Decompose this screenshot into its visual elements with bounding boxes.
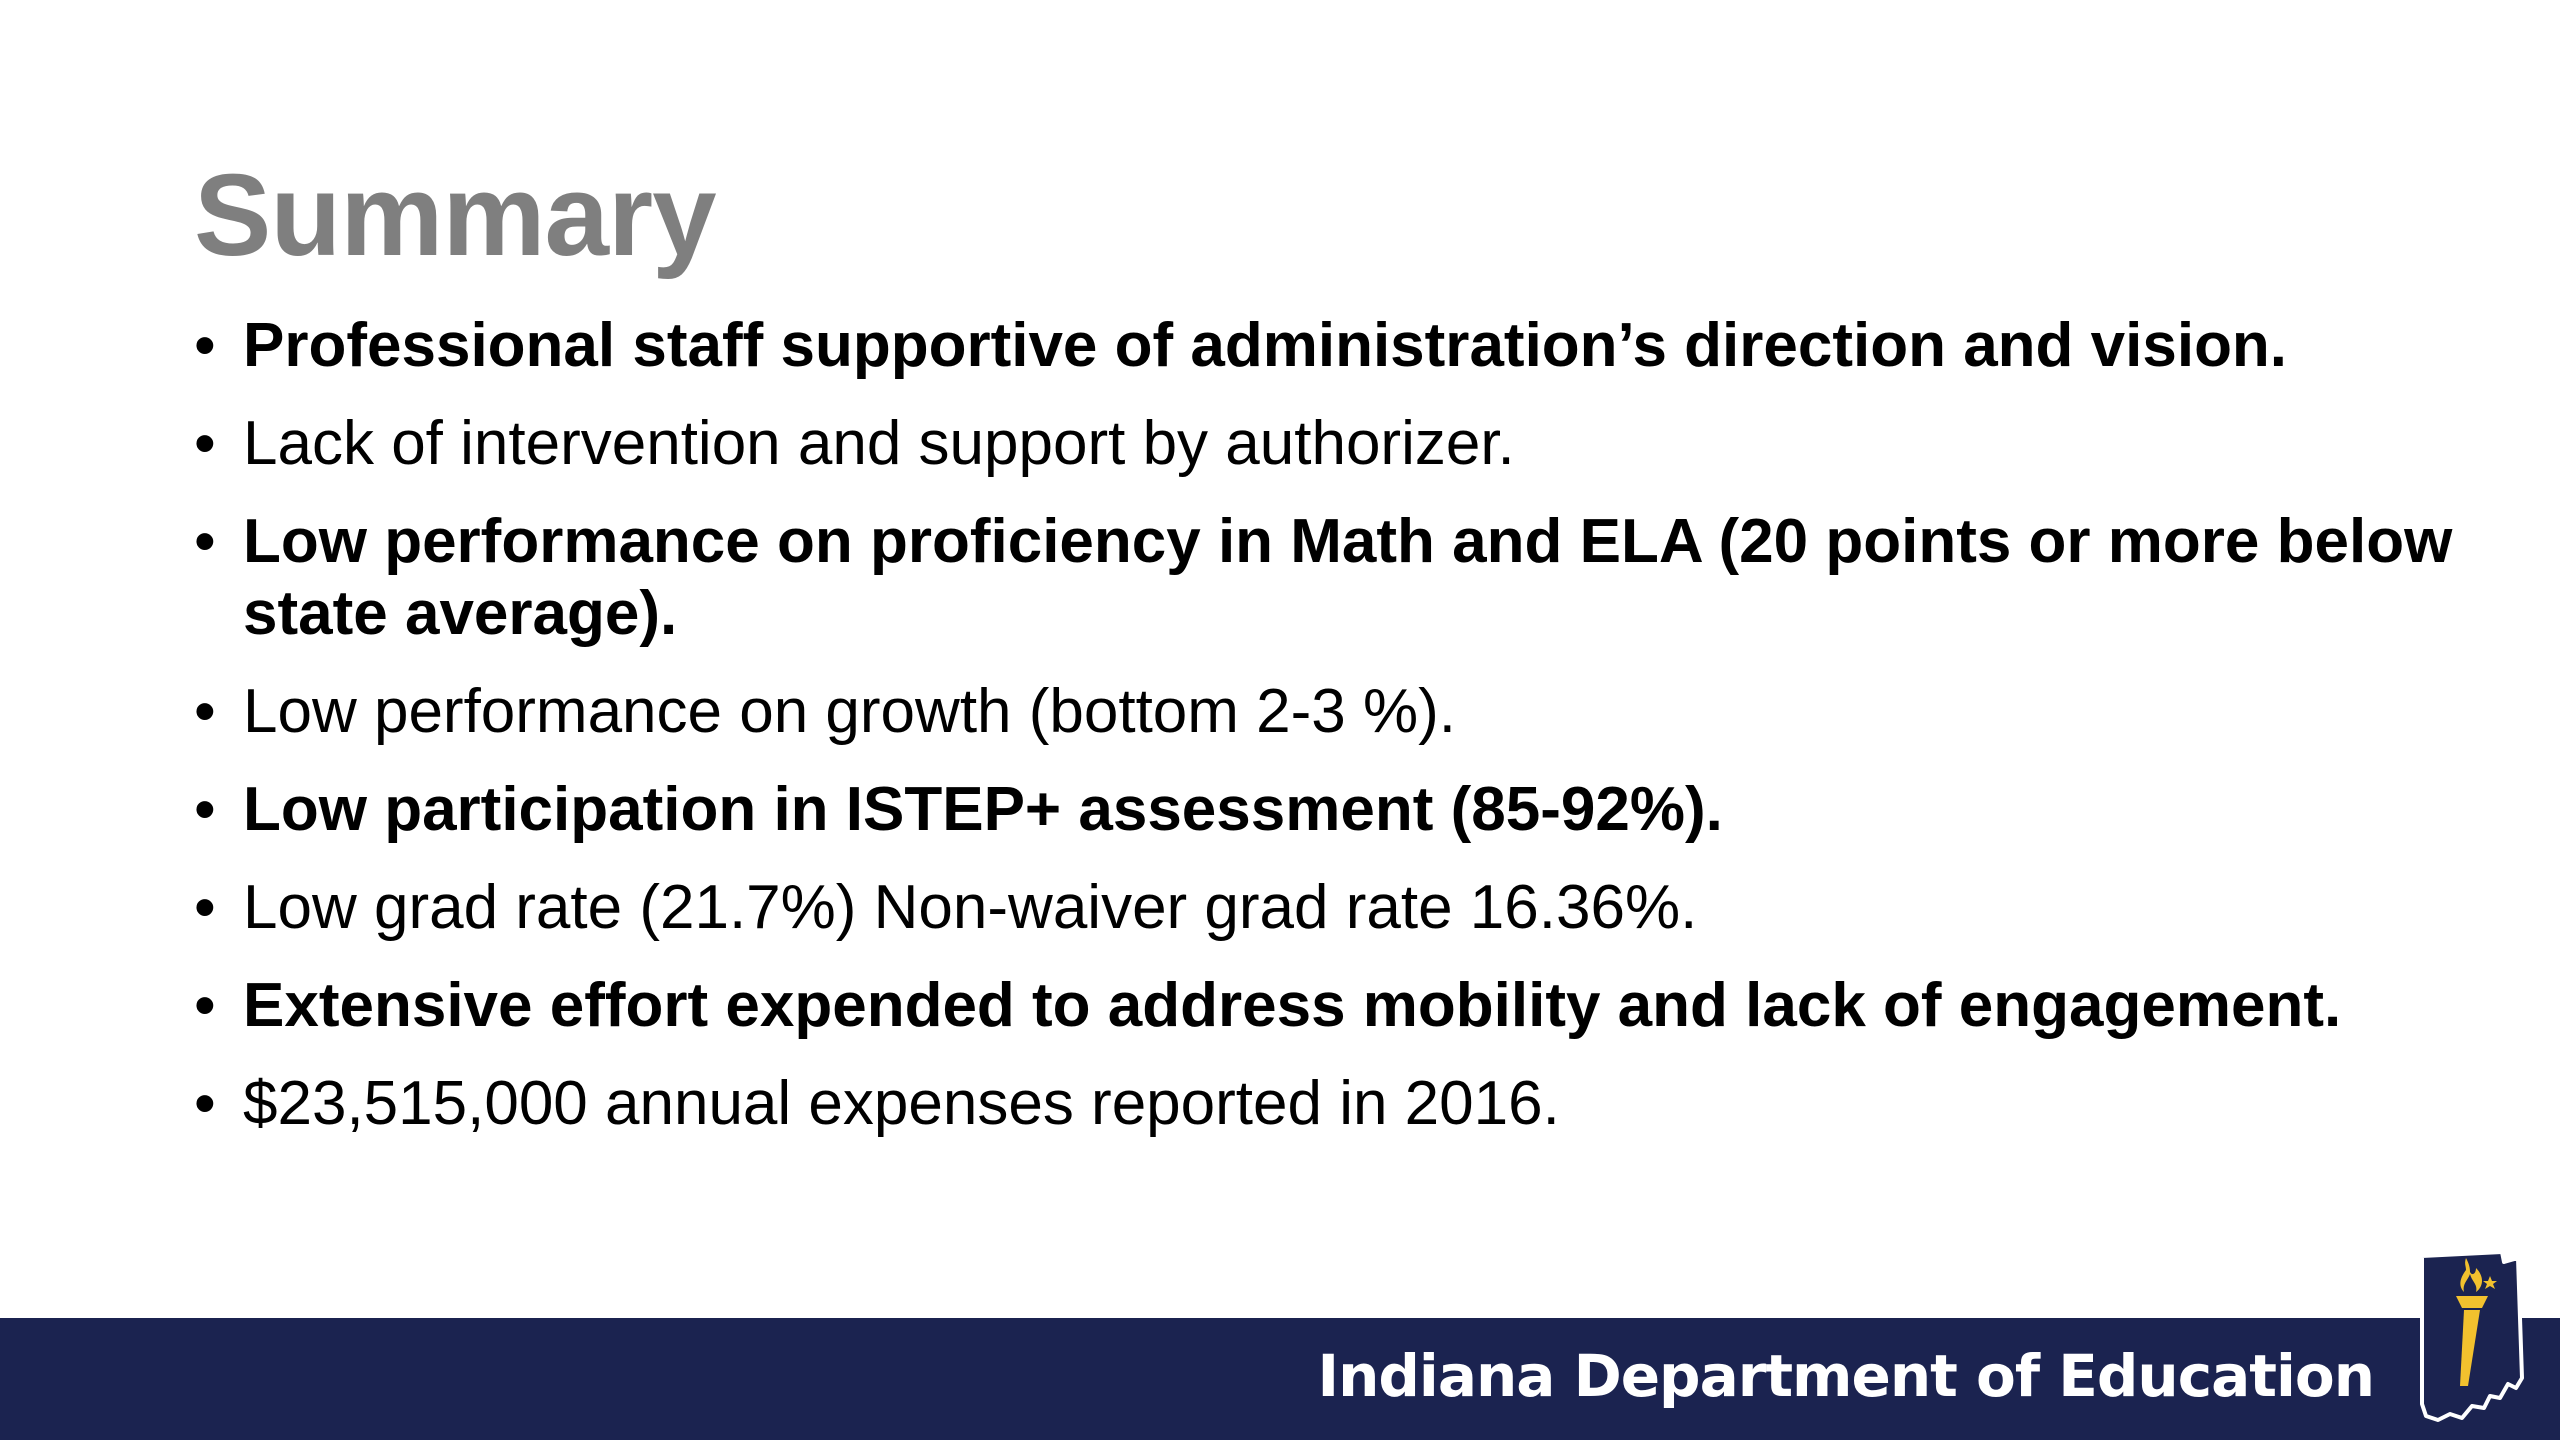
bullet-item-proficiency: • Low performance on proficiency in Math…: [194, 506, 2543, 650]
torch-cup: [2456, 1296, 2488, 1308]
bullet-dot-icon: •: [194, 873, 216, 942]
bullet-dot-icon: •: [194, 775, 216, 844]
bullet-item-authorizer: • Lack of intervention and support by au…: [194, 408, 2534, 480]
bullet-text: Low grad rate (21.7%) Non-waiver grad ra…: [243, 873, 1698, 942]
bullet-text: Low performance on growth (bottom 2-3 %)…: [243, 677, 1456, 746]
bullet-item-grad-rate: • Low grad rate (21.7%) Non-waiver grad …: [194, 872, 2534, 944]
bullet-dot-icon: •: [194, 311, 216, 380]
bullet-item-growth: • Low performance on growth (bottom 2-3 …: [194, 676, 2534, 748]
summary-bullet-list: • Professional staff supportive of admin…: [194, 310, 2534, 1166]
bullet-item-staff-support: • Professional staff supportive of admin…: [194, 310, 2534, 382]
bullet-text: $23,515,000 annual expenses reported in …: [243, 1069, 1560, 1138]
bullet-dot-icon: •: [194, 1069, 216, 1138]
bullet-dot-icon: •: [194, 507, 216, 576]
bullet-dot-icon: •: [194, 409, 216, 478]
torch-star: [2483, 1276, 2497, 1289]
torch-handle: [2460, 1310, 2480, 1386]
bullet-item-mobility: • Extensive effort expended to address m…: [194, 970, 2534, 1042]
footer-bar: [0, 1318, 2560, 1440]
bullet-text: Low performance on proficiency in Math a…: [243, 507, 2453, 648]
bullet-item-expenses: • $23,515,000 annual expenses reported i…: [194, 1068, 2534, 1140]
bullet-item-participation: • Low participation in ISTEP+ assessment…: [194, 774, 2534, 846]
indiana-torch-logo-icon: [2420, 1250, 2524, 1422]
bullet-text: Low participation in ISTEP+ assessment (…: [243, 775, 1723, 844]
bullet-text: Professional staff supportive of adminis…: [243, 311, 2288, 380]
bullet-text: Lack of intervention and support by auth…: [243, 409, 1515, 478]
bullet-dot-icon: •: [194, 677, 216, 746]
bullet-dot-icon: •: [194, 971, 216, 1040]
footer-organization-name: Indiana Department of Education: [1317, 1342, 2375, 1410]
slide-title: Summary: [194, 150, 717, 280]
bullet-text: Extensive effort expended to address mob…: [243, 971, 2342, 1040]
torch-flame: [2460, 1258, 2482, 1292]
